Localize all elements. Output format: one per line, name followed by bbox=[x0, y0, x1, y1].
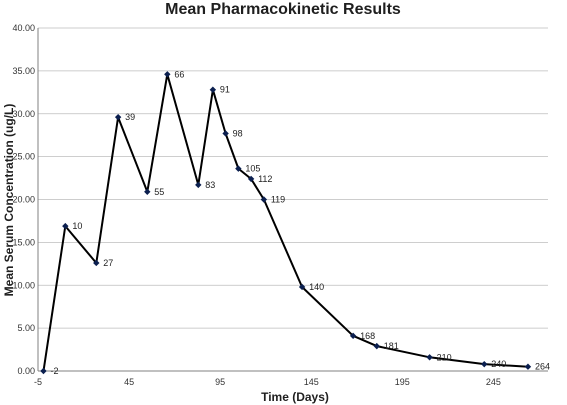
data-point-label: 140 bbox=[309, 282, 324, 292]
data-point-label: 27 bbox=[103, 258, 113, 268]
data-point-label: 112 bbox=[258, 174, 272, 184]
data-point-label: 264 bbox=[535, 362, 550, 372]
x-tick-label: -5 bbox=[34, 377, 42, 387]
tick-labels: 0.00 5.00 10.00 15.00 20.00 25.00 30.00 35.00 40… bbox=[12, 23, 500, 387]
data-point-marker bbox=[260, 196, 268, 203]
data-point-marker bbox=[373, 342, 380, 350]
data-point-label: 66 bbox=[174, 69, 184, 79]
y-tick-label: 20.00 bbox=[12, 195, 35, 205]
data-point-label: 240 bbox=[491, 359, 506, 369]
x-tick-label: 245 bbox=[486, 377, 501, 387]
data-point-marker bbox=[426, 354, 433, 361]
data-point-marker bbox=[247, 175, 255, 183]
y-tick-label: 10.00 bbox=[12, 280, 35, 290]
y-tick-label: 15.00 bbox=[12, 237, 35, 247]
data-point-marker bbox=[349, 332, 357, 340]
data-point-label: 181 bbox=[384, 341, 399, 351]
series-line bbox=[42, 73, 529, 372]
data-point-label: 105 bbox=[245, 164, 260, 174]
x-axis-title: Time (Days) bbox=[261, 390, 329, 404]
x-tick-label: 195 bbox=[395, 377, 410, 387]
data-point-marker bbox=[62, 222, 69, 230]
data-point-label: 10 bbox=[72, 221, 82, 231]
data-point-marker bbox=[209, 86, 217, 93]
chart-title: Mean Pharmacokinetic Results bbox=[165, 1, 401, 18]
y-tick-label: 25.00 bbox=[12, 152, 35, 162]
data-point-marker bbox=[93, 259, 100, 267]
y-tick-label: 0.00 bbox=[17, 366, 35, 376]
data-point-label: 98 bbox=[233, 128, 243, 138]
data-point-label: 210 bbox=[437, 352, 452, 362]
y-tick-label: 35.00 bbox=[12, 66, 35, 76]
data-point-marker bbox=[195, 181, 202, 189]
data-point-label: 83 bbox=[205, 180, 215, 190]
data-point-label: 55 bbox=[154, 187, 164, 197]
y-tick-label: 5.00 bbox=[17, 323, 35, 333]
data-point-label: 39 bbox=[125, 112, 135, 122]
data-point-marker bbox=[114, 113, 122, 121]
y-axis-title: Mean Serum Concentration (ug/L) bbox=[2, 104, 16, 297]
data-point-marker bbox=[144, 188, 151, 195]
x-tick-label: 145 bbox=[304, 377, 319, 387]
data-point-marker bbox=[235, 165, 242, 172]
data-point-marker bbox=[298, 283, 306, 291]
x-tick-label: 45 bbox=[124, 377, 134, 387]
data-point-label: 168 bbox=[360, 331, 375, 341]
data-point-label: -2 bbox=[50, 366, 58, 376]
data-point-marker bbox=[40, 367, 47, 375]
gridlines bbox=[38, 27, 548, 329]
series bbox=[40, 71, 532, 375]
data-point-label: 91 bbox=[220, 85, 230, 95]
data-point-marker bbox=[164, 71, 171, 78]
y-tick-label: 40.00 bbox=[12, 23, 35, 33]
y-tick-label: 30.00 bbox=[12, 109, 35, 119]
data-point-marker bbox=[524, 363, 532, 370]
data-point-marker bbox=[222, 130, 229, 137]
data-point-label: 119 bbox=[271, 195, 285, 205]
axes bbox=[37, 28, 548, 372]
x-tick-label: 95 bbox=[215, 377, 225, 387]
data-point-marker bbox=[481, 360, 488, 368]
